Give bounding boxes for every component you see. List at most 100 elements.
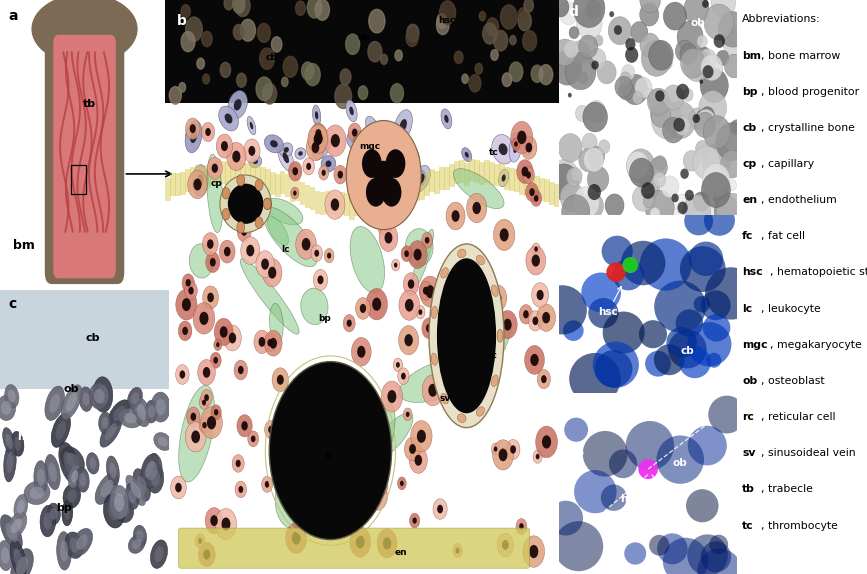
Circle shape: [709, 534, 728, 554]
Circle shape: [316, 129, 322, 138]
Circle shape: [176, 364, 189, 385]
Circle shape: [528, 311, 543, 331]
Bar: [199, 166, 205, 189]
Circle shape: [538, 285, 587, 335]
Circle shape: [681, 49, 705, 78]
Ellipse shape: [59, 443, 79, 483]
Circle shape: [630, 22, 648, 42]
Circle shape: [307, 440, 313, 449]
Ellipse shape: [14, 494, 28, 519]
Circle shape: [623, 257, 638, 273]
Circle shape: [517, 160, 533, 184]
Circle shape: [388, 390, 396, 403]
Text: , osteoblast: , osteoblast: [761, 376, 825, 386]
Circle shape: [357, 346, 365, 358]
Ellipse shape: [275, 478, 306, 529]
Circle shape: [525, 183, 538, 201]
Bar: [505, 167, 510, 190]
Circle shape: [627, 149, 655, 183]
Ellipse shape: [247, 117, 256, 135]
Ellipse shape: [301, 288, 328, 325]
Ellipse shape: [127, 387, 142, 409]
Ellipse shape: [66, 393, 77, 412]
Circle shape: [229, 332, 236, 343]
Circle shape: [502, 540, 509, 550]
Circle shape: [649, 535, 669, 556]
Circle shape: [654, 156, 667, 170]
Circle shape: [345, 504, 360, 525]
Circle shape: [699, 91, 727, 125]
Circle shape: [549, 501, 583, 536]
Ellipse shape: [509, 131, 522, 162]
Circle shape: [324, 125, 346, 156]
Text: hsc: hsc: [17, 430, 43, 443]
Circle shape: [693, 192, 709, 212]
Ellipse shape: [270, 304, 284, 343]
Circle shape: [322, 170, 326, 176]
Circle shape: [226, 142, 246, 170]
Bar: [384, 188, 390, 211]
Ellipse shape: [190, 130, 197, 143]
Circle shape: [626, 152, 649, 179]
Bar: [380, 191, 385, 214]
Ellipse shape: [49, 394, 60, 413]
Ellipse shape: [0, 540, 13, 571]
Circle shape: [620, 72, 631, 86]
Text: cp: cp: [742, 159, 756, 169]
Circle shape: [327, 253, 331, 259]
Circle shape: [334, 165, 347, 184]
Circle shape: [612, 259, 644, 290]
Circle shape: [315, 133, 323, 145]
Circle shape: [512, 138, 520, 150]
Ellipse shape: [350, 227, 385, 293]
Text: mgc: mgc: [742, 340, 767, 350]
Bar: [235, 160, 240, 183]
Circle shape: [311, 142, 319, 153]
Ellipse shape: [0, 515, 23, 550]
Circle shape: [210, 258, 216, 266]
Text: , megakaryocyte: , megakaryocyte: [770, 340, 862, 350]
Ellipse shape: [370, 123, 375, 133]
Ellipse shape: [412, 170, 426, 186]
Circle shape: [455, 391, 460, 398]
Ellipse shape: [40, 505, 55, 537]
Circle shape: [629, 158, 654, 187]
Ellipse shape: [137, 404, 147, 420]
Bar: [335, 195, 341, 218]
Circle shape: [317, 276, 323, 284]
Circle shape: [522, 166, 528, 177]
Circle shape: [707, 353, 721, 368]
Text: bp: bp: [56, 503, 72, 514]
Circle shape: [615, 76, 632, 98]
Circle shape: [186, 422, 206, 452]
Circle shape: [521, 136, 537, 159]
Circle shape: [419, 309, 422, 315]
Circle shape: [355, 297, 370, 319]
Circle shape: [570, 353, 621, 405]
Circle shape: [221, 141, 228, 151]
Circle shape: [186, 118, 200, 139]
Circle shape: [419, 281, 432, 300]
Circle shape: [703, 204, 720, 224]
Circle shape: [321, 521, 332, 537]
Circle shape: [403, 273, 419, 295]
Circle shape: [378, 169, 389, 184]
Ellipse shape: [37, 468, 45, 486]
Circle shape: [404, 250, 409, 257]
Circle shape: [671, 194, 695, 223]
Circle shape: [703, 115, 731, 149]
Circle shape: [683, 195, 711, 228]
Text: ob: ob: [63, 384, 79, 394]
Bar: [290, 179, 296, 202]
Circle shape: [526, 246, 545, 275]
Circle shape: [296, 1, 305, 15]
Ellipse shape: [284, 147, 289, 153]
Bar: [440, 167, 446, 190]
Circle shape: [340, 69, 351, 85]
Circle shape: [224, 325, 241, 351]
Circle shape: [241, 236, 260, 265]
Ellipse shape: [68, 466, 81, 488]
Circle shape: [591, 60, 599, 69]
Circle shape: [399, 325, 419, 355]
Circle shape: [677, 201, 688, 214]
